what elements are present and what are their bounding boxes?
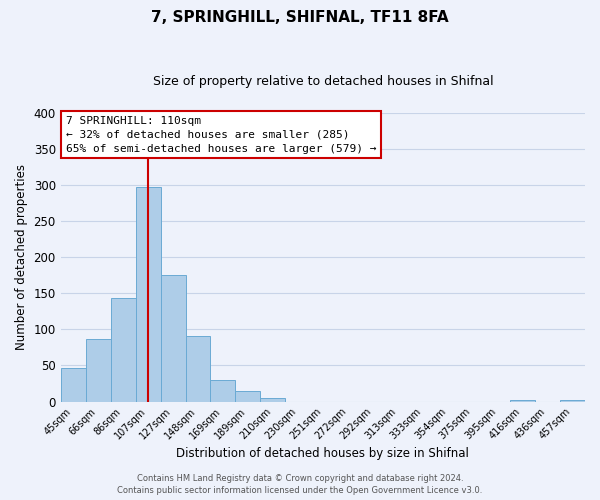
Bar <box>86 340 110 402</box>
Text: 7, SPRINGHILL, SHIFNAL, TF11 8FA: 7, SPRINGHILL, SHIFNAL, TF11 8FA <box>151 10 449 25</box>
Text: 7 SPRINGHILL: 110sqm
← 32% of detached houses are smaller (285)
65% of semi-deta: 7 SPRINGHILL: 110sqm ← 32% of detached h… <box>66 116 376 154</box>
Bar <box>211 380 235 402</box>
Bar <box>110 298 136 402</box>
Title: Size of property relative to detached houses in Shifnal: Size of property relative to detached ho… <box>152 75 493 88</box>
Y-axis label: Number of detached properties: Number of detached properties <box>15 164 28 350</box>
Bar <box>136 187 161 402</box>
X-axis label: Distribution of detached houses by size in Shifnal: Distribution of detached houses by size … <box>176 447 469 460</box>
Bar <box>235 392 260 402</box>
Bar <box>510 400 535 402</box>
Text: Contains HM Land Registry data © Crown copyright and database right 2024.
Contai: Contains HM Land Registry data © Crown c… <box>118 474 482 495</box>
Bar <box>161 275 185 402</box>
Bar <box>185 336 211 402</box>
Bar <box>61 368 86 402</box>
Bar <box>560 400 585 402</box>
Bar <box>260 398 286 402</box>
